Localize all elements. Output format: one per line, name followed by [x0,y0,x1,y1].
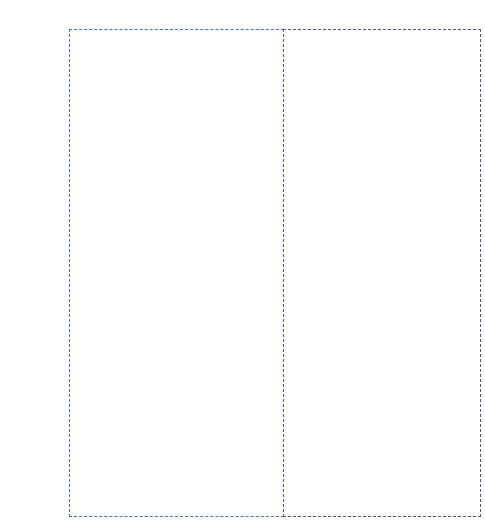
spectrogram-group-border [283,29,481,517]
column-title-1d [70,0,282,26]
waveform-group-border [69,29,284,517]
column-title-2d [284,0,480,26]
